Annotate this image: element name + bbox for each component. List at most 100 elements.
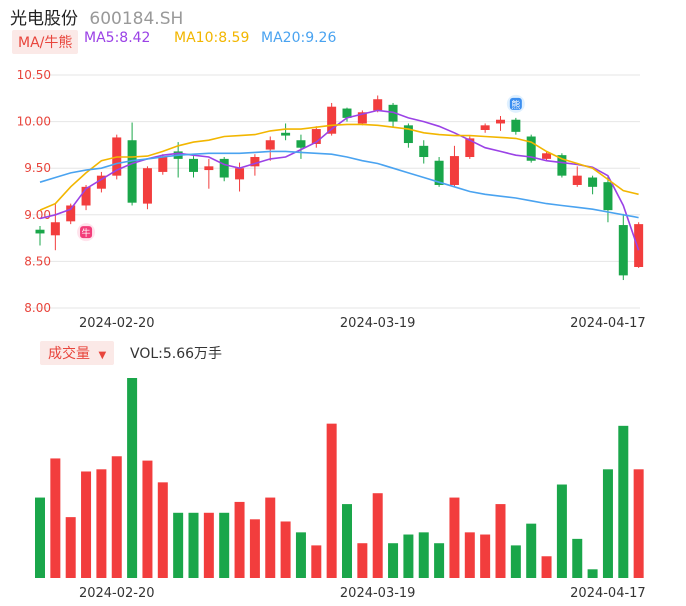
candle-body	[81, 186, 91, 206]
bear-marker: 熊	[506, 94, 525, 113]
volume-bar	[311, 545, 322, 578]
candle-body	[342, 108, 352, 118]
candle	[219, 157, 229, 182]
stock-code: 600184.SH	[89, 9, 184, 29]
candle	[327, 102, 337, 136]
volume-bar	[418, 532, 429, 578]
volume-bar	[556, 484, 567, 578]
volume-bar	[326, 423, 337, 578]
volume-bar	[510, 545, 521, 578]
candle	[296, 134, 306, 159]
candle-body	[235, 168, 245, 180]
y-tick-label: 8.00	[24, 301, 51, 315]
volume-bar	[618, 425, 629, 578]
volume-bar	[541, 556, 552, 578]
candle-body	[526, 136, 536, 161]
volume-bar	[234, 501, 245, 578]
candle-body	[618, 225, 628, 276]
volume-bar	[342, 504, 352, 578]
volume-bar	[372, 493, 383, 578]
volume-x-tick-label: 2024-03-19	[340, 586, 416, 601]
dropdown-arrow-icon: ▼	[98, 350, 107, 361]
candle	[342, 107, 352, 122]
candle	[96, 171, 106, 193]
marker-label: 熊	[511, 99, 520, 111]
candle	[572, 166, 582, 187]
volume-x-tick-label: 2024-02-20	[79, 586, 155, 601]
candle	[66, 203, 76, 225]
volume-bar	[65, 517, 76, 578]
ma-toggle-button[interactable]: MA/牛熊	[12, 30, 79, 54]
candle-body	[634, 224, 644, 267]
candle	[403, 123, 413, 148]
candle	[50, 203, 60, 251]
candle-body	[311, 129, 321, 144]
volume-bar	[249, 519, 260, 578]
candle-body	[327, 106, 337, 134]
volume-bar	[587, 569, 598, 578]
marker-badge	[80, 226, 93, 239]
volume-bar	[81, 471, 92, 578]
y-tick-label: 10.50	[17, 68, 51, 82]
candle	[588, 175, 598, 195]
marker-label: 牛	[82, 227, 91, 239]
candle-body	[296, 140, 306, 148]
stock-header: 光电股份 600184.SH	[10, 4, 183, 29]
candle-body	[557, 155, 567, 176]
candle-body	[357, 112, 367, 124]
y-tick-label: 9.00	[24, 208, 51, 222]
stock-name: 光电股份	[10, 9, 78, 29]
candle-body	[35, 229, 45, 234]
volume-indicator-label: 成交量	[48, 346, 90, 362]
ma20-legend: MA20:9.26	[261, 30, 337, 46]
candle	[542, 151, 552, 161]
volume-value: VOL:5.66万手	[130, 346, 223, 362]
candle	[603, 175, 613, 223]
candle-body	[204, 166, 214, 171]
candle	[250, 154, 260, 176]
y-tick-label: 9.50	[24, 161, 51, 175]
ma5-legend: MA5:8.42	[84, 30, 151, 46]
volume-bar	[526, 523, 537, 578]
volume-bar	[157, 482, 168, 578]
x-tick-label: 2024-02-20	[79, 316, 155, 331]
x-tick-label: 2024-04-17	[570, 316, 646, 331]
volume-bar	[219, 512, 230, 578]
volume-bar	[295, 532, 306, 578]
volume-bar	[188, 512, 199, 578]
candle-body	[265, 140, 275, 150]
candle-body	[219, 158, 229, 178]
candle-body	[373, 99, 383, 111]
candle-body	[388, 104, 398, 122]
candle	[419, 140, 429, 164]
volume-indicator-selector[interactable]: 成交量 ▼	[40, 341, 115, 365]
candle-body	[403, 125, 413, 144]
candle-body	[66, 205, 76, 222]
candle	[357, 110, 367, 126]
candle-body	[158, 157, 168, 172]
candle-body	[572, 175, 582, 185]
candle-body	[542, 153, 552, 159]
volume-bar	[35, 497, 45, 578]
candle	[634, 222, 644, 268]
ma20-line	[39, 150, 639, 219]
volume-bar	[127, 378, 138, 578]
candle	[557, 153, 567, 178]
candle-body	[250, 157, 260, 167]
candle-body	[50, 222, 60, 236]
volume-bar	[633, 469, 644, 578]
candle	[511, 117, 521, 135]
volume-bar	[280, 521, 291, 578]
candle-body	[142, 168, 152, 204]
y-tick-label: 8.50	[24, 254, 51, 268]
ma5-line	[39, 109, 640, 251]
candle-body	[419, 145, 429, 158]
x-tick-label: 2024-03-19	[340, 316, 416, 331]
volume-bar	[50, 458, 61, 578]
candle	[496, 116, 505, 131]
candle-body	[189, 158, 198, 172]
candle	[480, 123, 490, 133]
candle-body	[127, 140, 137, 203]
candle-body	[496, 119, 505, 124]
